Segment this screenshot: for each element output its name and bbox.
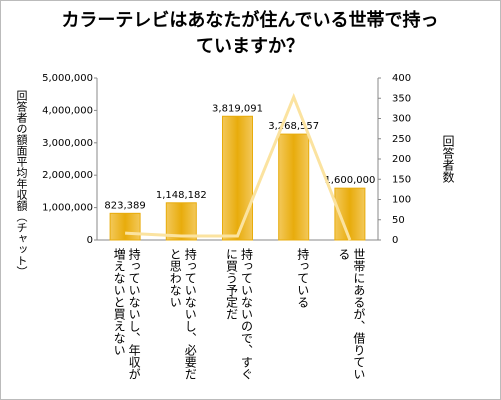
value-label: 1,148,182 bbox=[156, 190, 207, 201]
value-label: 1,600,000 bbox=[324, 175, 375, 186]
y-tick-label: 0 bbox=[87, 235, 93, 246]
y-tick-label: 1,000,000 bbox=[42, 203, 93, 214]
x-tick-label: 持っている bbox=[295, 248, 310, 308]
y-tick-label: 3,000,000 bbox=[42, 138, 93, 149]
y2-axis-title: 回答者数 bbox=[441, 135, 455, 183]
y2-tick-label: 400 bbox=[392, 73, 411, 84]
y2-tick-label: 100 bbox=[392, 195, 411, 206]
value-label: 3,268,557 bbox=[268, 121, 319, 132]
y2-tick-label: 300 bbox=[392, 114, 411, 125]
y2-tick-label: 0 bbox=[392, 235, 398, 246]
bar bbox=[109, 212, 141, 241]
y-axis-title: 回答者の額面平均年収額（チャット） bbox=[15, 90, 28, 277]
y-tick-label: 4,000,000 bbox=[42, 105, 93, 116]
bar bbox=[222, 115, 253, 241]
line bbox=[125, 92, 352, 241]
x-tick-label: 持っていないので、すぐに買う予定だ bbox=[224, 248, 254, 380]
y2-tick-label: 50 bbox=[392, 215, 405, 226]
y2-tick-label: 150 bbox=[392, 174, 411, 185]
bar bbox=[165, 202, 197, 241]
chart-title: カラーテレビはあなたが住んでいる世帯で持っていますか？ bbox=[61, 10, 439, 57]
y2-tick-label: 200 bbox=[392, 154, 411, 165]
value-label: 823,389 bbox=[104, 200, 145, 211]
y2-tick-label: 250 bbox=[392, 134, 411, 145]
y2-tick-label: 350 bbox=[392, 93, 411, 104]
x-tick-label: 持っていないし、年収が増えないと買えない bbox=[112, 248, 142, 380]
bar bbox=[278, 133, 310, 241]
x-tick-label: 持っていないし、必要だと思わない bbox=[168, 248, 198, 380]
value-label: 3,819,091 bbox=[212, 103, 263, 114]
x-tick-label: 世帯にあるが、借りている bbox=[336, 248, 366, 380]
y-tick-label: 5,000,000 bbox=[42, 73, 93, 84]
y-tick-label: 2,000,000 bbox=[42, 170, 93, 181]
